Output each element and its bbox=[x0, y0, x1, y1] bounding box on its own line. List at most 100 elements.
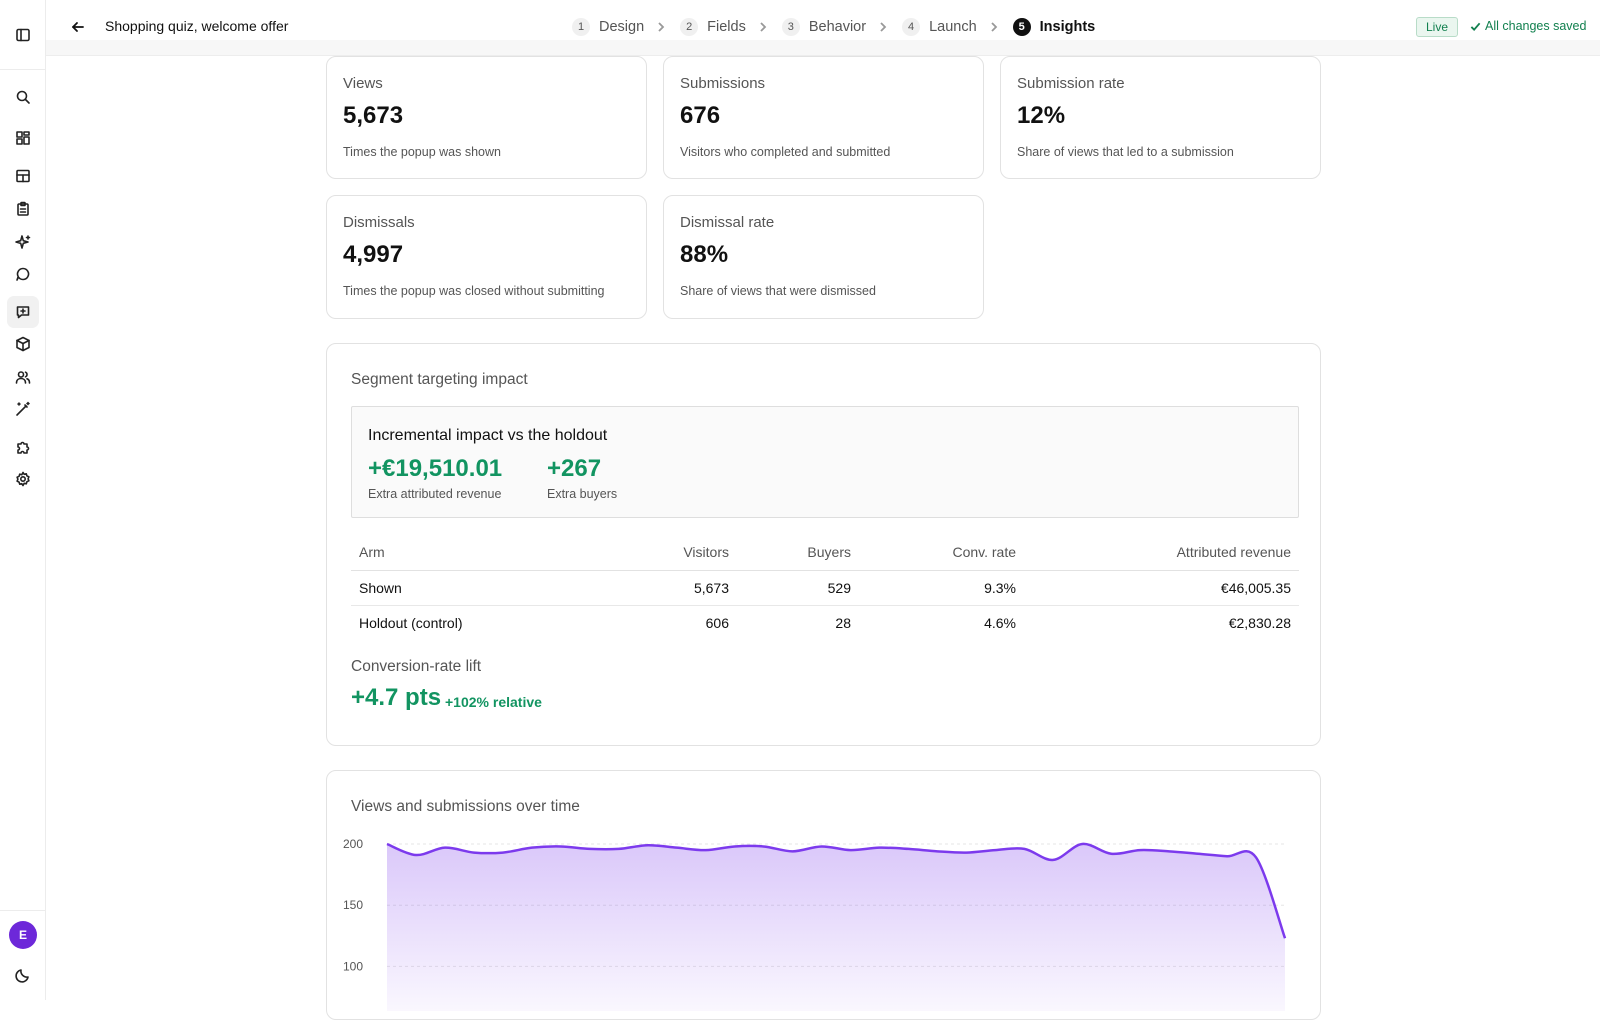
step-number: 2 bbox=[680, 18, 699, 36]
table-cell: 529 bbox=[737, 570, 859, 606]
sparkles-icon[interactable] bbox=[11, 230, 35, 254]
step-label: Behavior bbox=[808, 19, 867, 35]
step-label: Insights bbox=[1039, 19, 1096, 35]
step-insights[interactable]: 5 Insights bbox=[1012, 18, 1096, 36]
step-navigation: 1 Design 2 Fields 3 Behavior 4 Launch 5 … bbox=[572, 16, 1095, 38]
stat-card-submissions: Submissions 676 Visitors who completed a… bbox=[663, 56, 984, 179]
stat-card-dismissals: Dismissals 4,997 Times the popup was clo… bbox=[326, 195, 647, 319]
status-badge: Live bbox=[1416, 17, 1459, 37]
chat-icon[interactable] bbox=[11, 262, 35, 286]
extra-revenue-label: Extra attributed revenue bbox=[368, 487, 502, 501]
stat-description: Share of views that were dismissed bbox=[680, 284, 876, 298]
save-status: All changes saved bbox=[1470, 19, 1586, 33]
views-submissions-chart-card: Views and submissions over time 200 150 10… bbox=[326, 770, 1321, 1020]
clipboard-icon[interactable] bbox=[11, 197, 35, 221]
column-header: Arm bbox=[351, 534, 617, 571]
chevron-right-icon bbox=[878, 22, 890, 32]
table-cell: €2,830.28 bbox=[1228, 615, 1291, 632]
stat-label: Submission rate bbox=[1017, 75, 1125, 92]
impact-title: Incremental impact vs the holdout bbox=[368, 427, 608, 444]
stat-description: Share of views that led to a submission bbox=[1017, 145, 1234, 159]
extra-buyers-label: Extra buyers bbox=[547, 487, 618, 501]
column-header: Attributed revenue bbox=[1024, 534, 1299, 571]
y-tick-label: 150 bbox=[343, 898, 363, 912]
step-launch[interactable]: 4 Launch bbox=[902, 18, 977, 36]
puzzle-icon[interactable] bbox=[11, 435, 35, 459]
incremental-impact-box: Incremental impact vs the holdout +€19,5… bbox=[351, 406, 1299, 518]
step-number: 5 bbox=[1012, 18, 1031, 36]
column-header: Buyers bbox=[737, 534, 859, 571]
table-cell: 4.6% bbox=[984, 615, 1016, 632]
column-header: Visitors bbox=[617, 534, 737, 571]
table-cell: Shown bbox=[351, 570, 617, 606]
stat-value: 5,673 bbox=[343, 102, 404, 129]
extra-revenue-value: +€19,510.01 bbox=[368, 455, 503, 482]
y-tick-label: 100 bbox=[343, 959, 363, 973]
stat-value: 88% bbox=[680, 241, 729, 268]
stat-value: 12% bbox=[1017, 102, 1066, 129]
stat-value: 4,997 bbox=[343, 241, 404, 268]
series-line bbox=[386, 842, 1287, 939]
page-title: Shopping quiz, welcome offer bbox=[105, 18, 289, 34]
table-cell: 606 bbox=[705, 615, 729, 632]
step-design[interactable]: 1 Design bbox=[572, 18, 644, 36]
table-row: Holdout (control) 606 28 4.6% €2,830.28 bbox=[351, 606, 1299, 641]
save-status-text: All changes saved bbox=[1485, 19, 1587, 33]
users-icon[interactable] bbox=[11, 365, 35, 389]
stat-description: Visitors who completed and submitted bbox=[680, 145, 891, 159]
table-cell: 9.3% bbox=[859, 570, 1024, 606]
stat-description: Times the popup was shown bbox=[343, 145, 501, 159]
chart-title: Views and submissions over time bbox=[351, 798, 580, 815]
top-bar-divider bbox=[46, 40, 1600, 56]
series-area bbox=[387, 843, 1285, 1011]
table-row: Shown 5,673 529 9.3% €46,005.35 bbox=[351, 570, 1299, 606]
stat-card-views: Views 5,673 Times the popup was shown bbox=[326, 56, 647, 179]
left-sidebar: E bbox=[0, 0, 46, 1000]
segment-targeting-card: Segment targeting impact Incremental imp… bbox=[326, 343, 1321, 746]
lift-value: +4.7 pts bbox=[351, 684, 442, 711]
table-cell: Holdout (control) bbox=[359, 615, 463, 632]
step-fields[interactable]: 2 Fields bbox=[680, 18, 746, 36]
column-header: Conv. rate bbox=[859, 534, 1024, 571]
sidebar-header bbox=[0, 0, 46, 70]
step-label: Launch bbox=[929, 19, 977, 35]
sidebar-footer bbox=[0, 910, 46, 1000]
magic-wand-icon[interactable] bbox=[11, 397, 35, 421]
stat-card-submission-rate: Submission rate 12% Share of views that … bbox=[1000, 56, 1321, 179]
back-arrow-icon[interactable] bbox=[68, 17, 88, 37]
step-number: 1 bbox=[572, 18, 590, 36]
table-header-row: Arm Visitors Buyers Conv. rate Attribute… bbox=[351, 534, 1299, 571]
panel-toggle-icon[interactable] bbox=[11, 23, 35, 47]
message-square-icon[interactable] bbox=[7, 296, 39, 328]
dashboard-icon[interactable] bbox=[11, 126, 35, 150]
settings-icon[interactable] bbox=[11, 467, 35, 491]
check-icon bbox=[1470, 22, 1481, 31]
stat-value: 676 bbox=[680, 102, 721, 129]
arms-table: Arm Visitors Buyers Conv. rate Attribute… bbox=[351, 534, 1299, 641]
chevron-right-icon bbox=[758, 22, 770, 32]
stat-label: Dismissals bbox=[343, 214, 415, 231]
step-number: 4 bbox=[902, 18, 921, 36]
stat-card-dismissal-rate: Dismissal rate 88% Share of views that w… bbox=[663, 195, 984, 319]
table-cell: 28 bbox=[835, 615, 851, 632]
step-label: Fields bbox=[707, 19, 746, 35]
step-label: Design bbox=[599, 19, 645, 35]
stat-description: Times the popup was closed without submi… bbox=[343, 284, 605, 298]
stat-label: Views bbox=[343, 75, 383, 92]
section-title: Segment targeting impact bbox=[351, 371, 528, 388]
chevron-right-icon bbox=[989, 22, 1001, 32]
stat-label: Dismissal rate bbox=[680, 214, 775, 231]
dark-mode-moon-icon[interactable] bbox=[11, 963, 35, 987]
layout-icon[interactable] bbox=[11, 164, 35, 188]
table-cell: €46,005.35 bbox=[1024, 570, 1299, 606]
y-tick-label: 200 bbox=[343, 837, 363, 851]
search-icon[interactable] bbox=[11, 85, 35, 109]
chevron-right-icon bbox=[656, 22, 668, 32]
stat-label: Submissions bbox=[680, 75, 766, 92]
avatar[interactable]: E bbox=[9, 921, 37, 949]
lift-relative: +102% relative bbox=[445, 694, 542, 710]
lift-title: Conversion-rate lift bbox=[351, 658, 482, 675]
box-icon[interactable] bbox=[11, 332, 35, 356]
step-behavior[interactable]: 3 Behavior bbox=[781, 18, 867, 36]
area-chart: 200 150 100 bbox=[343, 837, 1287, 1011]
